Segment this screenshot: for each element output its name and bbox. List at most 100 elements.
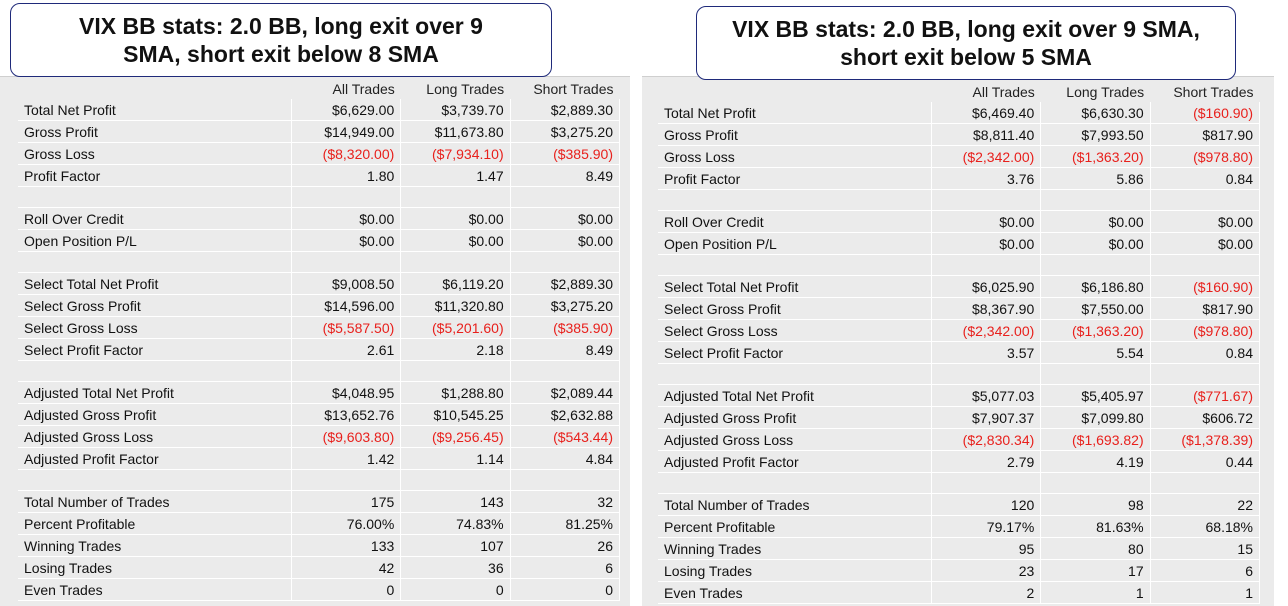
table-row: Select Gross Profit $14,596.00 $11,320.80 $… bbox=[18, 294, 621, 317]
value-cell-all-trades: 2.61 bbox=[291, 338, 402, 361]
value-cell-all-trades: 1.80 bbox=[291, 164, 402, 187]
table-row: Select Profit Factor 2.61 2.18 8.49 bbox=[18, 338, 621, 361]
header-label-cell bbox=[658, 82, 931, 102]
row-label: Gross Profit bbox=[18, 120, 292, 143]
value-cell-long-trades: 107 bbox=[400, 534, 511, 557]
value-cell-short-trades: $817.90 bbox=[1150, 297, 1261, 320]
value-cell-short-trades: 0.84 bbox=[1150, 341, 1261, 364]
value-cell-all-trades: $0.00 bbox=[931, 232, 1042, 255]
value-cell-short-trades: 26 bbox=[510, 534, 621, 557]
value-cell-all-trades: $8,811.40 bbox=[931, 123, 1042, 146]
value-cell-short-trades: $0.00 bbox=[510, 229, 621, 252]
row-label: Even Trades bbox=[658, 581, 932, 604]
column-header-short-trades[interactable]: Short Trades bbox=[533, 81, 614, 97]
value-cell-long-trades: 1.14 bbox=[400, 447, 511, 470]
value-cell-long-trades: 98 bbox=[1040, 493, 1151, 516]
row-label: Adjusted Profit Factor bbox=[658, 450, 932, 473]
table-row: Gross Profit $14,949.00 $11,673.80 $3,275.2… bbox=[18, 120, 621, 143]
spacer-cell bbox=[18, 360, 292, 382]
table-row: Gross Loss ($2,342.00) ($1,363.20) ($978.80… bbox=[658, 145, 1261, 168]
column-header-long-trades[interactable]: Long Trades bbox=[1066, 84, 1145, 100]
value-cell-long-trades: ($9,256.45) bbox=[400, 425, 511, 448]
value-cell-short-trades: $2,089.44 bbox=[510, 381, 621, 404]
value-cell-short-trades: ($1,378.39) bbox=[1150, 428, 1261, 451]
row-label: Roll Over Credit bbox=[18, 207, 292, 230]
value-cell-short-trades: $0.00 bbox=[1150, 210, 1261, 233]
table-header-row: All Trades Long Trades Short Trades bbox=[18, 79, 620, 99]
value-cell-all-trades: $13,652.76 bbox=[291, 403, 402, 426]
value-cell-long-trades: 0 bbox=[400, 578, 511, 601]
value-cell-short-trades: 4.84 bbox=[510, 447, 621, 470]
stats-table-area: All Trades Long Trades Short Trades Tota… bbox=[642, 76, 1274, 606]
spacer-row bbox=[18, 186, 621, 208]
value-cell-short-trades: ($978.80) bbox=[1150, 145, 1261, 168]
table-row: Losing Trades 42 36 6 bbox=[18, 556, 621, 579]
value-cell-all-trades: 95 bbox=[931, 537, 1042, 560]
value-cell-short-trades: ($543.44) bbox=[510, 425, 621, 448]
table-row: Roll Over Credit $0.00 $0.00 $0.00 bbox=[18, 207, 621, 230]
value-cell-all-trades: ($2,342.00) bbox=[931, 145, 1042, 168]
table-row: Select Gross Loss ($5,587.50) ($5,201.60)(… bbox=[18, 316, 621, 339]
value-cell-all-trades: 3.57 bbox=[931, 341, 1042, 364]
value-cell-all-trades: ($5,587.50) bbox=[291, 316, 402, 339]
table-row: Total Number of Trades 120 98 22 bbox=[658, 493, 1261, 516]
spacer-cell bbox=[18, 251, 292, 273]
value-cell-short-trades: ($771.67) bbox=[1150, 384, 1261, 407]
table-row: Select Total Net Profit $9,008.50 $6,119.2… bbox=[18, 272, 621, 295]
spacer-cell bbox=[658, 254, 932, 276]
table-row: Adjusted Gross Loss ($9,603.80) ($9,256.45… bbox=[18, 425, 621, 448]
column-header-all-trades[interactable]: All Trades bbox=[972, 84, 1035, 100]
value-cell-all-trades: $5,077.03 bbox=[931, 384, 1042, 407]
value-cell-all-trades: 79.17% bbox=[931, 515, 1042, 538]
table-row: Adjusted Gross Loss ($2,830.34) ($1,693.82… bbox=[658, 428, 1261, 451]
spacer-cell bbox=[931, 363, 1042, 385]
value-cell-short-trades: 15 bbox=[1150, 537, 1261, 560]
table-row: Adjusted Profit Factor 2.79 4.19 0.44 bbox=[658, 450, 1261, 473]
column-header-all-trades[interactable]: All Trades bbox=[332, 81, 395, 97]
value-cell-short-trades: $0.00 bbox=[510, 207, 621, 230]
table-row: Select Gross Profit $8,367.90 $7,550.00 $81… bbox=[658, 297, 1261, 320]
value-cell-short-trades: ($385.90) bbox=[510, 142, 621, 165]
column-header-short-trades[interactable]: Short Trades bbox=[1173, 84, 1254, 100]
panel-title-line-1: VIX BB stats: 2.0 BB, long exit over 9 bbox=[79, 13, 483, 39]
value-cell-long-trades: $10,545.25 bbox=[400, 403, 511, 426]
spacer-cell bbox=[931, 254, 1042, 276]
value-cell-long-trades: $3,739.70 bbox=[400, 99, 511, 121]
table-row: Gross Loss ($8,320.00) ($7,934.10) ($385.90… bbox=[18, 142, 621, 165]
row-label: Select Total Net Profit bbox=[658, 275, 932, 298]
table-row: Profit Factor 3.76 5.86 0.84 bbox=[658, 167, 1261, 190]
row-label: Total Number of Trades bbox=[658, 493, 932, 516]
value-cell-short-trades: $3,275.20 bbox=[510, 120, 621, 143]
row-label: Total Net Profit bbox=[18, 99, 292, 121]
spacer-cell bbox=[291, 251, 402, 273]
value-cell-short-trades: $606.72 bbox=[1150, 406, 1261, 429]
column-header-long-trades[interactable]: Long Trades bbox=[426, 81, 505, 97]
row-label: Gross Profit bbox=[658, 123, 932, 146]
value-cell-all-trades: $6,025.90 bbox=[931, 275, 1042, 298]
value-cell-long-trades: 1.47 bbox=[400, 164, 511, 187]
value-cell-short-trades: ($160.90) bbox=[1150, 102, 1261, 124]
spacer-cell bbox=[18, 186, 292, 208]
stats-panel-left: VIX BB stats: 2.0 BB, long exit over 9 S… bbox=[0, 0, 630, 606]
row-label: Select Total Net Profit bbox=[18, 272, 292, 295]
spacer-cell bbox=[1150, 363, 1261, 385]
value-cell-long-trades: 5.54 bbox=[1040, 341, 1151, 364]
table-row: Adjusted Gross Profit $13,652.76 $10,545.2… bbox=[18, 403, 621, 426]
value-cell-long-trades: $11,673.80 bbox=[400, 120, 511, 143]
spacer-cell bbox=[1150, 472, 1261, 494]
value-cell-all-trades: $7,907.37 bbox=[931, 406, 1042, 429]
row-label: Percent Profitable bbox=[658, 515, 932, 538]
row-label: Select Profit Factor bbox=[18, 338, 292, 361]
spacer-cell bbox=[931, 189, 1042, 211]
row-label: Profit Factor bbox=[658, 167, 932, 190]
spacer-cell bbox=[400, 251, 511, 273]
table-row: Roll Over Credit $0.00 $0.00 $0.00 bbox=[658, 210, 1261, 233]
table-row: Adjusted Gross Profit $7,907.37 $7,099.80 $… bbox=[658, 406, 1261, 429]
row-label: Select Gross Profit bbox=[658, 297, 932, 320]
panel-title-line-1: VIX BB stats: 2.0 BB, long exit over 9 S… bbox=[732, 16, 1200, 42]
row-label: Adjusted Gross Loss bbox=[18, 425, 292, 448]
value-cell-all-trades: $9,008.50 bbox=[291, 272, 402, 295]
value-cell-long-trades: 17 bbox=[1040, 559, 1151, 582]
value-cell-short-trades: ($385.90) bbox=[510, 316, 621, 339]
spacer-cell bbox=[18, 469, 292, 491]
